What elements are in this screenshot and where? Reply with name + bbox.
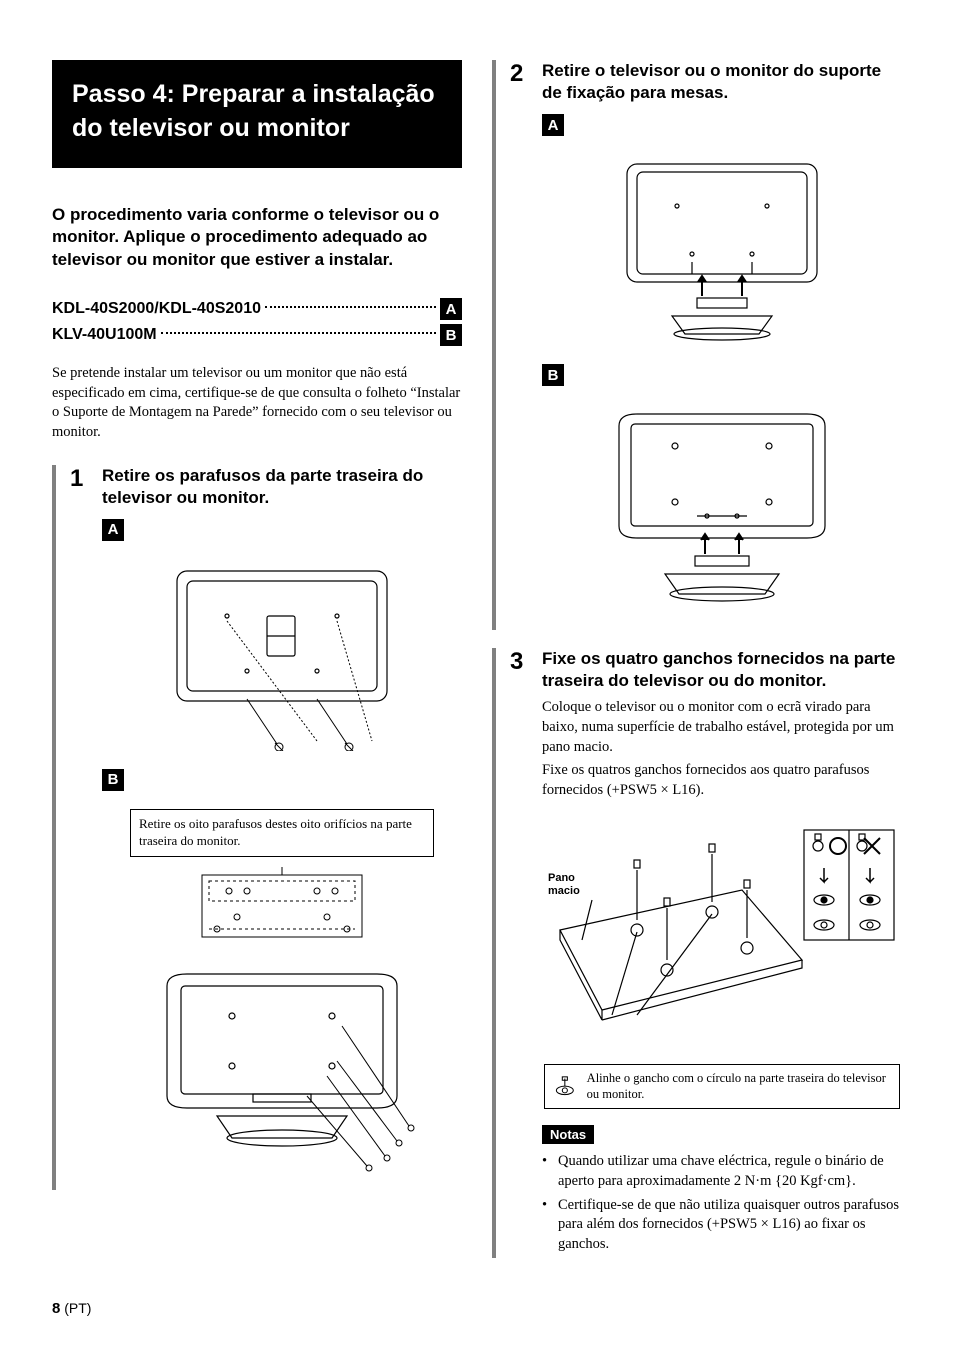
lead-paragraph: O procedimento varia conforme o televiso… [52,204,462,273]
step-2: 2 Retire o televisor ou o monitor do sup… [492,60,902,630]
notas-label: Notas [542,1125,594,1144]
illustration-step2-b [587,406,857,616]
step-3-body: Fixe os quatro ganchos fornecidos na par… [542,648,902,1258]
models-note: Se pretende instalar um televisor ou um … [52,364,462,442]
model-a-name: KDL-40S2000/KDL-40S2010 [52,300,261,318]
align-callout: Alinhe o gancho com o círculo na parte t… [544,1064,900,1109]
page-number: 8 (PT) [52,1300,902,1317]
step-3: 3 Fixe os quatro ganchos fornecidos na p… [492,648,902,1258]
step-accent-bar [492,648,496,1258]
note-2: Certifique-se de que não utiliza quaisqu… [542,1196,902,1255]
step-2-body: Retire o televisor ou o monitor do supor… [542,60,902,630]
dot-leader [265,306,436,308]
step-3-text2: Fixe os quatros ganchos fornecidos aos q… [542,761,902,800]
step-1-title: Retire os parafusos da parte traseira do… [102,465,462,509]
step2-badge-b: B [542,364,564,386]
pano-macio-label: Pano macio [548,872,594,898]
badge-b: B [440,324,462,346]
dot-leader [161,332,436,334]
model-row-b: KLV-40U100M B [52,324,462,346]
right-column: 2 Retire o televisor ou o monitor do sup… [492,60,902,1268]
step1-b-callout: Retire os oito parafusos destes oito ori… [130,809,434,857]
page-number-suffix: (PT) [64,1300,91,1316]
illustration-step1-b-holes [167,867,397,952]
model-row-a: KDL-40S2000/KDL-40S2010 A [52,298,462,320]
illustration-step1-a [137,561,427,751]
step-1-number: 1 [70,467,88,1190]
illustration-step3-wrap: Pano macio [542,810,902,1050]
step-1: 1 Retire os parafusos da parte traseira … [52,465,462,1190]
illustration-step3 [542,810,902,1050]
step-3-title: Fixe os quatro ganchos fornecidos na par… [542,648,902,692]
model-b-name: KLV-40U100M [52,326,157,344]
notes-list: Quando utilizar uma chave eléctrica, reg… [542,1152,902,1254]
illustration-step1-b-tv [137,966,427,1176]
left-column: Passo 4: Preparar a instalação do televi… [52,60,462,1268]
step-1-body: Retire os parafusos da parte traseira do… [102,465,462,1190]
title-box: Passo 4: Preparar a instalação do televi… [52,60,462,168]
step-3-text1: Coloque o televisor ou o monitor com o e… [542,698,902,757]
page-container: Passo 4: Preparar a instalação do televi… [52,60,902,1268]
step1-badge-b: B [102,769,124,791]
step-accent-bar [492,60,496,630]
align-text: Alinhe o gancho com o círculo na parte t… [587,1071,891,1102]
badge-a: A [440,298,462,320]
step-3-number: 3 [510,650,528,1258]
illustration-step2-a [587,156,857,346]
step-2-title: Retire o televisor ou o monitor do supor… [542,60,902,104]
note-1: Quando utilizar uma chave eléctrica, reg… [542,1152,902,1191]
step-2-number: 2 [510,62,528,630]
step1-badge-a: A [102,519,124,541]
step-accent-bar [52,465,56,1190]
step2-badge-a: A [542,114,564,136]
hook-icon [553,1073,577,1101]
page-number-value: 8 [52,1300,60,1317]
